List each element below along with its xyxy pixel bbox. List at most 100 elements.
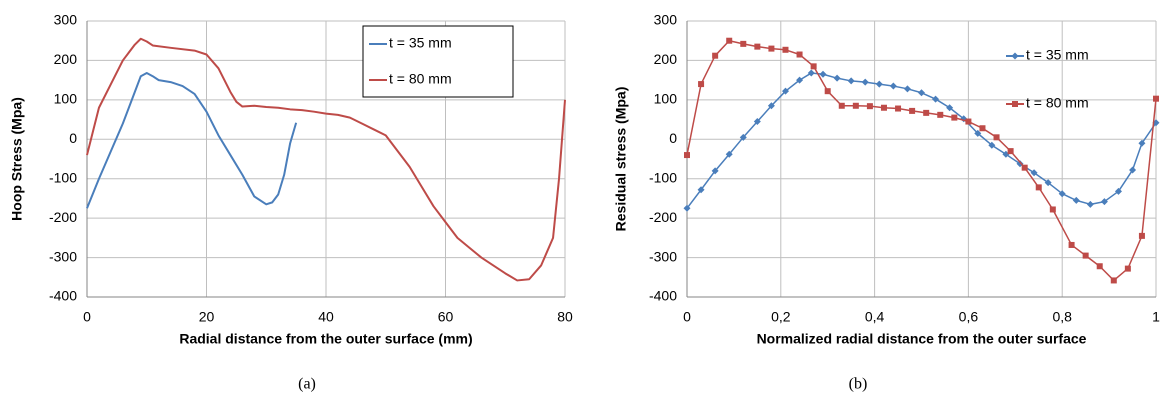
series-line bbox=[86, 72, 298, 209]
marker bbox=[880, 104, 887, 111]
x-tick-label: 0,4 bbox=[865, 309, 885, 325]
y-tick-label: 100 bbox=[654, 91, 678, 107]
marker bbox=[810, 63, 817, 70]
legend-label: t = 80 mm bbox=[1026, 95, 1089, 111]
y-tick-label: -300 bbox=[49, 248, 77, 264]
marker bbox=[979, 125, 986, 132]
y-tick-label: -400 bbox=[49, 288, 77, 304]
marker bbox=[1007, 148, 1014, 155]
x-tick-label: 0,8 bbox=[1052, 309, 1072, 325]
marker bbox=[740, 40, 747, 47]
y-tick-label: 200 bbox=[654, 51, 678, 67]
y-tick-label: -200 bbox=[649, 209, 677, 225]
y-tick-label: -100 bbox=[49, 169, 77, 185]
x-tick-label: 0 bbox=[683, 309, 691, 325]
legend-box bbox=[362, 25, 514, 98]
legend-label: t = 35 mm bbox=[389, 35, 452, 51]
marker bbox=[965, 118, 972, 125]
caption: (b) bbox=[849, 376, 868, 393]
x-tick-label: 0,2 bbox=[771, 309, 791, 325]
caption: (a) bbox=[298, 376, 316, 393]
marker bbox=[1021, 164, 1028, 171]
marker bbox=[875, 80, 883, 88]
marker bbox=[712, 52, 719, 59]
x-tick-label: 20 bbox=[199, 309, 215, 325]
marker bbox=[768, 45, 775, 52]
marker bbox=[847, 77, 855, 85]
y-tick-label: -300 bbox=[649, 248, 677, 264]
marker bbox=[1072, 196, 1080, 204]
y-tick-label: 0 bbox=[69, 130, 77, 146]
marker bbox=[923, 109, 930, 116]
marker bbox=[1049, 206, 1056, 213]
marker bbox=[1129, 166, 1137, 174]
marker bbox=[866, 103, 873, 110]
series-line bbox=[86, 37, 566, 282]
marker bbox=[1082, 252, 1089, 259]
marker bbox=[1110, 277, 1117, 284]
marker bbox=[974, 129, 982, 137]
marker bbox=[684, 152, 690, 159]
x-tick-label: 60 bbox=[438, 309, 454, 325]
marker bbox=[1153, 95, 1159, 102]
marker bbox=[754, 43, 761, 50]
marker bbox=[833, 74, 841, 82]
y-tick-label: 200 bbox=[54, 51, 78, 67]
x-tick-label: 0 bbox=[83, 309, 91, 325]
marker bbox=[918, 89, 925, 97]
marker bbox=[932, 95, 940, 103]
y-tick-label: -100 bbox=[649, 169, 677, 185]
marker bbox=[1068, 241, 1075, 248]
marker bbox=[903, 85, 911, 93]
marker bbox=[1114, 187, 1122, 195]
marker bbox=[988, 141, 996, 149]
y-tick-label: 300 bbox=[654, 12, 678, 28]
y-tick-label: -200 bbox=[49, 209, 77, 225]
marker bbox=[909, 107, 916, 114]
marker bbox=[725, 150, 733, 158]
marker bbox=[1012, 101, 1018, 107]
marker bbox=[767, 102, 775, 110]
x-axis-title: Normalized radial distance from the oute… bbox=[757, 331, 1087, 347]
marker bbox=[1096, 263, 1103, 270]
x-axis-title: Radial distance from the outer surface (… bbox=[179, 331, 472, 347]
marker bbox=[819, 70, 827, 78]
marker bbox=[781, 87, 789, 95]
marker bbox=[726, 37, 733, 44]
marker bbox=[782, 46, 789, 53]
marker bbox=[824, 88, 831, 95]
marker bbox=[739, 133, 747, 141]
marker bbox=[698, 81, 705, 88]
legend-label: t = 35 mm bbox=[1026, 47, 1089, 63]
marker bbox=[861, 78, 869, 86]
marker bbox=[796, 76, 804, 84]
marker bbox=[895, 105, 902, 112]
marker bbox=[838, 102, 845, 109]
marker bbox=[852, 102, 859, 109]
y-axis-title: Residual stress (Mpa) bbox=[613, 87, 629, 232]
marker bbox=[1086, 200, 1094, 208]
marker bbox=[753, 118, 761, 126]
series-line bbox=[686, 39, 1157, 282]
x-tick-label: 80 bbox=[557, 309, 573, 325]
x-tick-label: 0,6 bbox=[959, 309, 979, 325]
marker bbox=[1011, 52, 1019, 60]
marker bbox=[1044, 179, 1052, 187]
y-tick-label: 100 bbox=[54, 91, 78, 107]
marker bbox=[1138, 139, 1146, 147]
y-tick-label: -400 bbox=[649, 288, 677, 304]
marker bbox=[889, 82, 897, 90]
marker bbox=[711, 167, 719, 175]
marker bbox=[1030, 169, 1038, 177]
marker bbox=[946, 104, 954, 112]
marker bbox=[937, 111, 944, 118]
marker bbox=[697, 186, 705, 194]
marker bbox=[683, 204, 691, 212]
x-tick-label: 40 bbox=[318, 309, 334, 325]
marker bbox=[796, 51, 803, 58]
marker bbox=[1100, 198, 1108, 206]
marker bbox=[1138, 232, 1145, 239]
marker bbox=[807, 69, 815, 77]
y-tick-label: 0 bbox=[669, 130, 677, 146]
marker bbox=[951, 114, 958, 121]
